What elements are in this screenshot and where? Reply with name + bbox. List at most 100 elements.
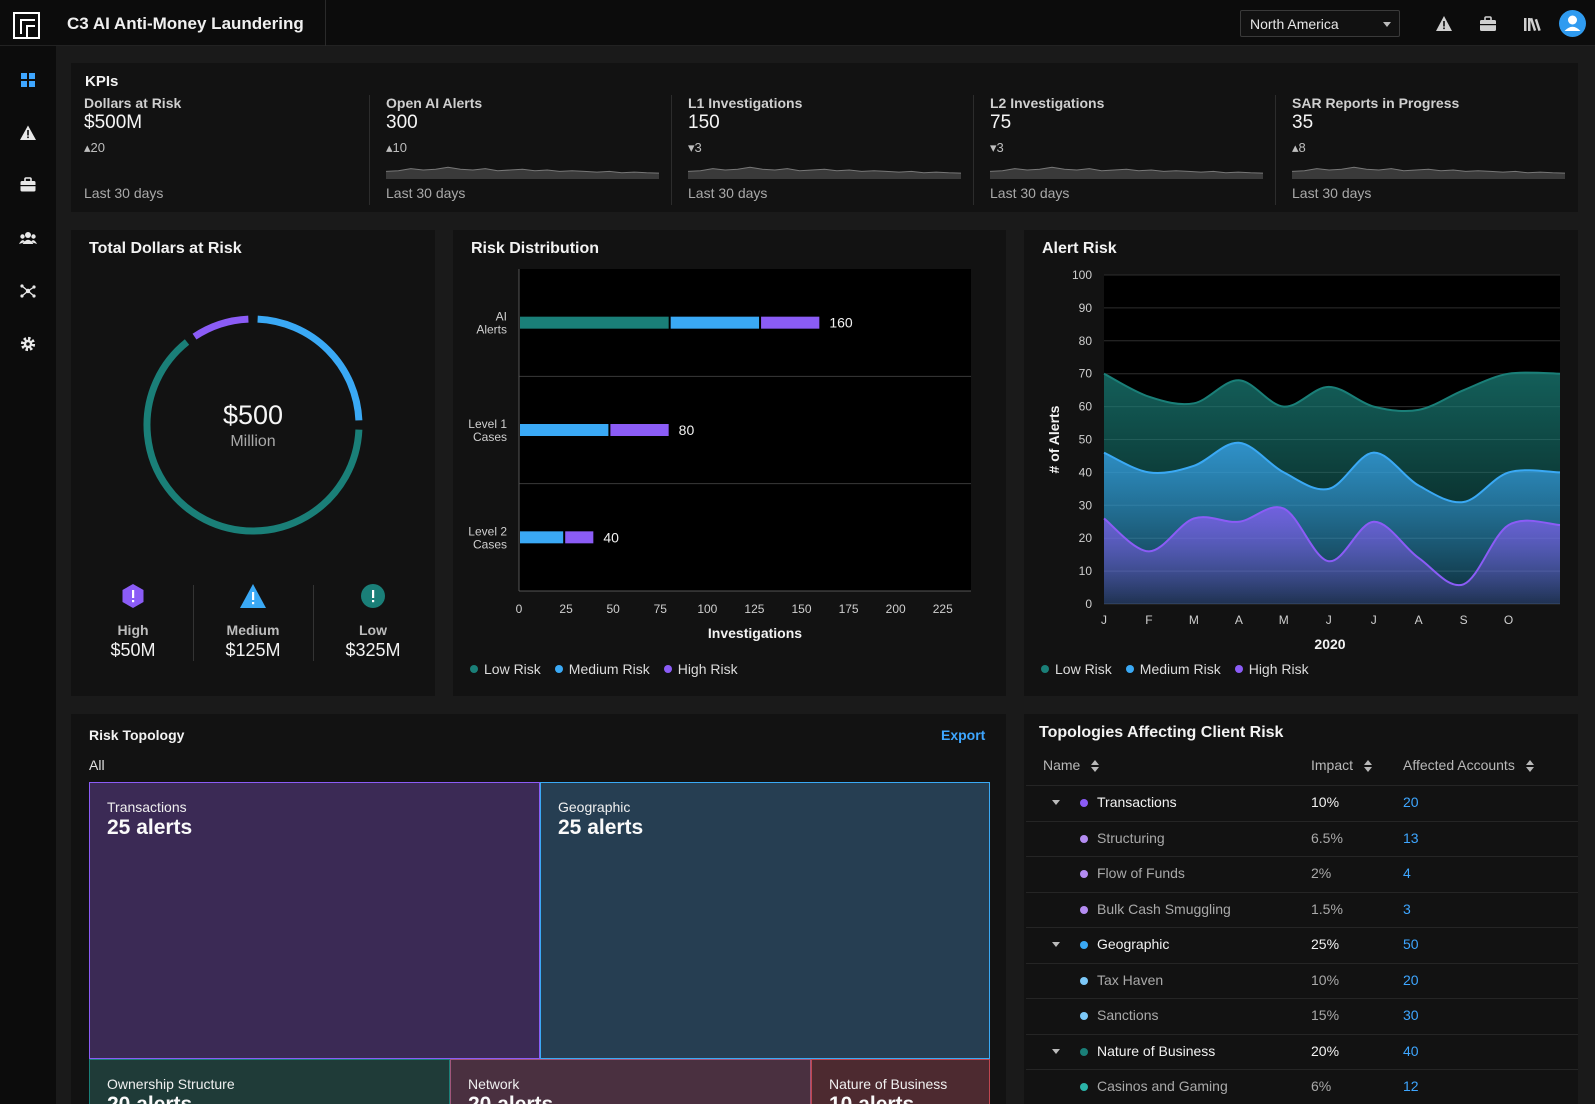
affected-accounts-link[interactable]: 50	[1403, 936, 1419, 952]
caret-down-icon: ▾	[990, 140, 997, 155]
chevron-down-icon[interactable]	[1052, 1048, 1060, 1054]
region-select[interactable]: North America	[1240, 10, 1400, 37]
total-risk-panel	[71, 230, 435, 696]
sort-icon	[1363, 760, 1372, 773]
briefcase-icon[interactable]	[1479, 15, 1497, 33]
chevron-down-icon[interactable]	[1052, 800, 1060, 805]
briefcase-icon[interactable]	[19, 176, 37, 194]
affected-accounts-link[interactable]: 4	[1403, 865, 1411, 881]
topology-name: Transactions	[1097, 794, 1177, 810]
affected-accounts-link[interactable]: 40	[1403, 1042, 1419, 1059]
treemap-cell-geographic[interactable]: Geographic 25 alerts	[540, 782, 990, 1059]
kpi-label: Dollars at Risk	[84, 95, 182, 111]
legend-item-high[interactable]: High Risk	[663, 661, 738, 677]
x-tick-label: F	[1145, 613, 1152, 627]
table-row[interactable]: Bulk Cash Smuggling 1.5% 3	[1026, 891, 1578, 927]
y-tick-label: 50	[1079, 433, 1093, 447]
affected-accounts-link[interactable]: 13	[1403, 829, 1419, 846]
affected-accounts-link[interactable]: 30	[1403, 1007, 1419, 1023]
bar-total-label: 160	[829, 315, 853, 331]
treemap-cell-ownership-structure[interactable]: Ownership Structure 20 alerts	[89, 1059, 450, 1104]
kpi-label: SAR Reports in Progress	[1292, 95, 1460, 111]
legend-label: Low Risk	[484, 661, 541, 677]
alert-icon[interactable]	[19, 124, 37, 142]
topology-impact: 15%	[1311, 1007, 1340, 1023]
affected-accounts-link[interactable]: 12	[1403, 1078, 1419, 1094]
line-medium-risk[interactable]	[1103, 441, 1561, 504]
bar-segment-medium-risk[interactable]	[520, 531, 564, 544]
sparkline-area	[990, 167, 1263, 179]
bar-segment-high-risk[interactable]	[565, 531, 594, 544]
treemap-cell-count: 20 alerts	[468, 1093, 553, 1104]
legend-item-low[interactable]: Low Risk	[1041, 661, 1112, 677]
alert-icon[interactable]	[1435, 15, 1453, 33]
affected-accounts-link[interactable]: 20	[1403, 794, 1419, 810]
donut-slice-low[interactable]	[143, 339, 363, 535]
donut-slice-high[interactable]	[192, 315, 249, 340]
legend-item-low[interactable]: Low Risk	[470, 661, 541, 677]
affected-accounts-link[interactable]: 3	[1403, 900, 1411, 917]
table-row[interactable]: Sanctions 15% 30	[1026, 998, 1578, 1033]
x-tick-label: 25	[559, 602, 573, 616]
users-icon[interactable]	[19, 229, 37, 247]
legend-item-high[interactable]: High Risk	[1234, 661, 1309, 677]
bar-segment-medium-risk[interactable]	[670, 316, 760, 329]
table-row[interactable]: Casinos and Gaming 6% 12	[1026, 1069, 1578, 1104]
line-high-risk[interactable]	[1103, 506, 1561, 587]
x-tick-label: O	[1504, 613, 1513, 627]
table-row-group[interactable]: Geographic 25% 50	[1026, 927, 1578, 962]
x-axis-label: Investigations	[708, 625, 802, 641]
c3-logo-icon[interactable]	[13, 12, 40, 39]
kpi-delta: ▴10	[386, 140, 407, 156]
table-row[interactable]: Tax Haven 10% 20	[1026, 962, 1578, 998]
kpi-card[interactable]: Dollars at Risk $500M ▴20 Last 30 days	[71, 95, 366, 205]
kpi-card[interactable]: SAR Reports in Progress 35 ▴8 Last 30 days	[1279, 95, 1574, 205]
gear-icon[interactable]	[19, 335, 37, 353]
topology-impact: 20%	[1311, 1042, 1340, 1059]
kpi-period: Last 30 days	[1292, 185, 1372, 201]
library-icon[interactable]	[1523, 15, 1541, 33]
chevron-down-icon[interactable]	[1052, 942, 1060, 947]
kpi-delta-value: 8	[1298, 140, 1306, 155]
column-header-name[interactable]: Name	[1043, 757, 1100, 773]
table-row[interactable]: Structuring 6.5% 13	[1026, 820, 1578, 856]
affected-accounts-link[interactable]: 20	[1403, 971, 1419, 988]
line-low-risk[interactable]	[1103, 371, 1561, 413]
column-header-affected-accounts[interactable]: Affected Accounts	[1403, 757, 1534, 773]
bar-segment-low-risk[interactable]	[520, 316, 669, 329]
kpi-card[interactable]: L1 Investigations 150 ▾3 Last 30 days	[675, 95, 970, 205]
table-row-group[interactable]: Transactions 10% 20	[1026, 785, 1578, 820]
kpi-card[interactable]: L2 Investigations 75 ▾3 Last 30 days	[977, 95, 1272, 205]
user-avatar[interactable]	[1559, 10, 1586, 37]
bar-segment-high-risk[interactable]	[761, 316, 820, 329]
y-tick-label: Alerts	[476, 323, 507, 337]
y-tick-label: 80	[1079, 334, 1093, 348]
topology-name: Tax Haven	[1097, 971, 1164, 988]
divider	[369, 95, 370, 205]
treemap-cell-nature-of-business[interactable]: Nature of Business 10 alerts	[811, 1059, 990, 1104]
network-icon[interactable]	[19, 282, 37, 300]
topology-filter-breadcrumb[interactable]: All	[89, 757, 105, 773]
x-tick-label: 0	[516, 602, 523, 616]
topology-name: Casinos and Gaming	[1097, 1078, 1228, 1094]
kpi-card[interactable]: Open AI Alerts 300 ▴10 Last 30 days	[373, 95, 668, 205]
export-link[interactable]: Export	[941, 727, 986, 743]
table-row-group[interactable]: Nature of Business 20% 40	[1026, 1033, 1578, 1069]
dashboard-icon[interactable]	[19, 71, 37, 89]
column-header-impact[interactable]: Impact	[1311, 757, 1372, 773]
donut-slice-medium[interactable]	[257, 315, 363, 421]
legend-item-medium[interactable]: Medium Risk	[1125, 661, 1221, 677]
kpi-title: KPIs	[85, 73, 119, 90]
bar-segment-high-risk[interactable]	[610, 424, 669, 436]
legend-item-medium[interactable]: Medium Risk	[554, 661, 650, 677]
topology-name: Bulk Cash Smuggling	[1097, 900, 1231, 917]
treemap-cell-network[interactable]: Network 20 alerts	[450, 1059, 811, 1104]
treemap-cell-count: 25 alerts	[107, 816, 193, 839]
y-tick-label: 100	[1072, 268, 1092, 282]
treemap-cell-transactions[interactable]: Transactions 25 alerts	[89, 782, 540, 1059]
bar-segment-medium-risk[interactable]	[520, 424, 609, 436]
topology-name: Sanctions	[1097, 1007, 1159, 1023]
kpi-delta: ▴8	[1292, 140, 1306, 156]
table-row[interactable]: Flow of Funds 2% 4	[1026, 856, 1578, 891]
high-risk-icon	[122, 584, 144, 608]
